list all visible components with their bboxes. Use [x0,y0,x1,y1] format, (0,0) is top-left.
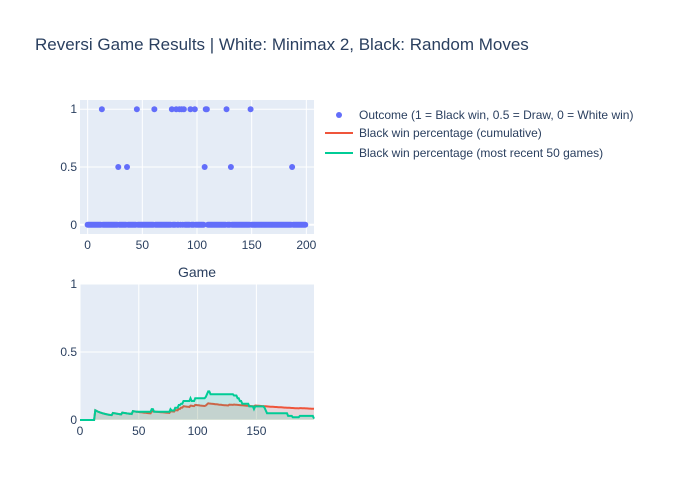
outcome-points [84,106,309,228]
recent-series-area [80,391,314,420]
outcome-point [223,106,230,113]
x-tick-label: 100 [188,424,208,438]
grid-win-percentage [79,283,314,421]
outcome-point [187,106,194,113]
outcome-point [289,164,296,170]
recent-series-line [80,390,315,421]
legend[interactable]: Outcome (1 = Black win, 0.5 = Draw, 0 = … [325,108,633,160]
outcome-point [168,106,175,113]
outcome-point [200,221,207,228]
x-tick-label: 100 [187,238,207,252]
outcome-point [151,106,158,113]
ticks-outcome: 0 50 100 150 200 0 0.5 1 [60,102,316,252]
y-tick-label: 0.5 [60,160,77,174]
y-tick-label: 1 [70,277,77,291]
legend-label-recent[interactable]: Black win percentage (most recent 50 gam… [359,146,603,160]
outcome-point [201,164,208,170]
outcome-point [180,106,187,113]
y-tick-label: 0 [70,218,77,232]
x-tick-label: 0 [84,238,91,252]
ticks-win-percentage: 0 50 100 150 0 0.5 1 [60,277,266,438]
outcome-point [191,106,198,113]
legend-marker-outcome [336,112,342,118]
outcome-point [227,164,234,170]
outcome-point [133,106,140,113]
x-tick-label: 150 [246,424,266,438]
x-tick-label: 0 [77,424,84,438]
x-tick-label: 50 [132,424,146,438]
legend-label-cumulative[interactable]: Black win percentage (cumulative) [359,126,542,140]
subplot-win-percentage: Game 0 50 100 150 0 0.5 1 [60,264,315,438]
x-tick-label: 200 [296,238,316,252]
outcome-point [302,221,309,228]
x-axis-title-game: Game [178,264,216,280]
outcome-point [115,164,122,170]
y-tick-label: 0 [70,413,77,427]
outcome-point [203,106,210,113]
y-tick-label: 1 [70,102,77,116]
y-tick-label: 0.5 [60,345,77,359]
x-tick-label: 50 [136,238,150,252]
win-percentage-lines [80,390,315,421]
outcome-point [247,106,254,113]
outcome-point [98,106,105,113]
chart-title: Reversi Game Results | White: Minimax 2,… [35,35,529,54]
legend-label-outcome[interactable]: Outcome (1 = Black win, 0.5 = Draw, 0 = … [359,108,633,122]
x-tick-label: 150 [242,238,262,252]
outcome-point [124,164,131,170]
subplot-outcome: 0 50 100 150 200 0 0.5 1 [60,100,317,252]
